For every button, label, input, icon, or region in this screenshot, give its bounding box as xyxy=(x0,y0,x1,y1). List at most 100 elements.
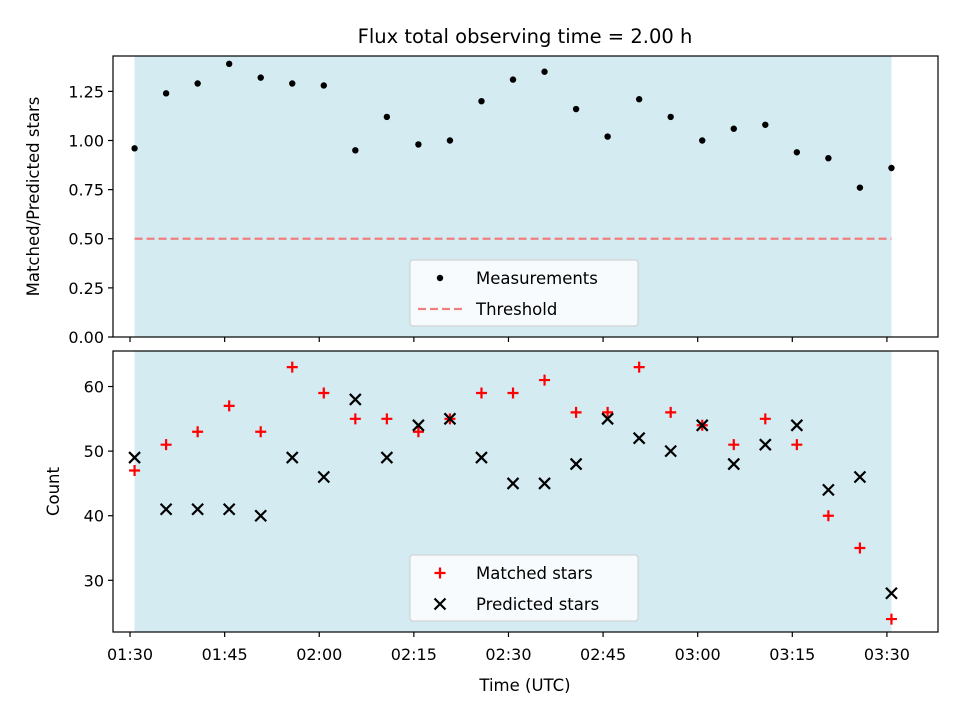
matched-star-point xyxy=(192,426,204,438)
matched-star-point xyxy=(507,387,519,399)
predicted-star-point xyxy=(317,470,331,484)
y-axis-label: Matched/Predicted stars xyxy=(24,97,43,297)
measurement-point xyxy=(635,96,643,103)
matched-star-point xyxy=(728,439,740,451)
legend-label: Matched stars xyxy=(476,564,593,583)
measurement-point xyxy=(478,97,485,105)
x-tick-label: 01:30 xyxy=(107,645,153,664)
x-axis-label: Time (UTC) xyxy=(478,676,570,695)
measurement-point xyxy=(509,76,517,83)
legend: Matched stars Predicted stars xyxy=(409,554,639,622)
x-tick-label: 02:15 xyxy=(391,645,437,664)
predicted-star-point xyxy=(885,586,898,600)
measurement-point xyxy=(699,137,706,144)
predicted-star-point xyxy=(380,451,394,464)
measurement-point xyxy=(257,74,264,81)
matched-star-point xyxy=(255,426,267,438)
predicted-star-point xyxy=(506,477,520,490)
x-tick-label: 03:00 xyxy=(675,645,721,664)
measurement-point xyxy=(793,149,801,156)
matched-star-point xyxy=(160,439,172,451)
predicted-star-point xyxy=(759,438,772,451)
measurement-point xyxy=(415,141,422,148)
predicted-star-point xyxy=(601,412,614,426)
predicted-star-point xyxy=(475,451,488,464)
legend-label: Measurements xyxy=(476,269,598,288)
predicted-star-point xyxy=(664,444,677,458)
matched-star-point xyxy=(318,387,330,399)
y-tick-label: 0.00 xyxy=(68,328,104,347)
matched-star-point xyxy=(412,426,424,438)
matched-star-point xyxy=(349,413,361,425)
x-tick-label: 02:45 xyxy=(580,645,626,664)
y-tick-label: 1.00 xyxy=(68,131,104,150)
x-tick-label: 02:00 xyxy=(296,645,342,664)
predicted-star-point xyxy=(349,393,362,406)
y-tick-label: 1.25 xyxy=(68,82,104,101)
legend-marker-matched xyxy=(434,567,446,579)
predicted-star-point xyxy=(727,457,741,471)
legend-box xyxy=(409,259,639,327)
x-tick-label: 03:15 xyxy=(769,645,815,664)
chart-title: Flux total observing time = 2.00 h xyxy=(358,25,693,48)
predicted-star-point xyxy=(222,502,236,516)
predicted-star-point xyxy=(822,483,835,497)
measurement-point xyxy=(383,113,391,121)
matched-star-point xyxy=(602,406,614,418)
predicted-star-point xyxy=(159,502,173,516)
measurement-point xyxy=(320,82,327,89)
measurement-point xyxy=(572,105,580,113)
measurement-point xyxy=(667,113,674,121)
measurement-point xyxy=(604,133,611,140)
y-tick-label: 60 xyxy=(84,378,104,397)
measurement-point xyxy=(352,147,359,154)
measurement-point xyxy=(762,121,769,128)
measurement-point xyxy=(289,80,296,87)
predicted-star-point xyxy=(632,431,646,445)
legend: Measurements Threshold xyxy=(409,259,639,327)
predicted-star-point xyxy=(790,419,804,432)
predicted-star-point xyxy=(412,419,425,432)
y-tick-label: 50 xyxy=(84,442,104,461)
matched-star-point xyxy=(381,413,393,425)
measurement-point xyxy=(446,137,454,144)
matched-star-point xyxy=(475,387,487,399)
predicted-star-point xyxy=(569,457,583,471)
measurement-point xyxy=(856,184,864,191)
predicted-star-point xyxy=(254,509,267,523)
matched-star-point xyxy=(633,361,645,373)
predicted-star-point xyxy=(128,451,141,464)
matched-star-point xyxy=(223,400,235,412)
y-axis-label: Count xyxy=(44,466,63,516)
y-tick-label: 0.75 xyxy=(68,181,104,200)
predicted-star-point xyxy=(191,502,204,516)
measurement-point xyxy=(194,80,201,87)
matched-star-point xyxy=(759,413,771,425)
matched-star-point xyxy=(822,510,834,522)
x-tick-label: 01:45 xyxy=(202,645,248,664)
x-tick-label: 02:30 xyxy=(485,645,531,664)
predicted-star-point xyxy=(285,451,299,464)
y-tick-label: 40 xyxy=(84,507,104,526)
measurement-point xyxy=(541,68,548,75)
matched-star-point xyxy=(129,465,141,477)
measurement-point xyxy=(730,125,737,132)
matched-star-point xyxy=(854,542,866,554)
count-panel: 30 40 50 60 01:30 01:45 02:00 02:15 02:30 02:45 03… xyxy=(44,350,939,664)
y-tick-label: 30 xyxy=(84,571,104,590)
measurement-point xyxy=(131,145,138,152)
legend-label: Threshold xyxy=(475,300,557,319)
measurement-point xyxy=(888,164,895,172)
legend-label: Predicted stars xyxy=(476,595,599,614)
y-tick-label: 0.50 xyxy=(68,230,104,249)
matched-star-point xyxy=(885,613,897,625)
axes-frame xyxy=(112,55,939,338)
predicted-star-point xyxy=(443,412,457,426)
legend-box xyxy=(409,554,639,622)
measurement-point xyxy=(162,90,170,97)
ratio-panel: 0.00 0.25 0.50 0.75 1.00 1.25 Matched/Predicte… xyxy=(24,55,939,347)
measurement-point xyxy=(225,60,233,68)
legend-marker-predicted xyxy=(433,597,447,611)
matched-star-point xyxy=(570,406,582,418)
